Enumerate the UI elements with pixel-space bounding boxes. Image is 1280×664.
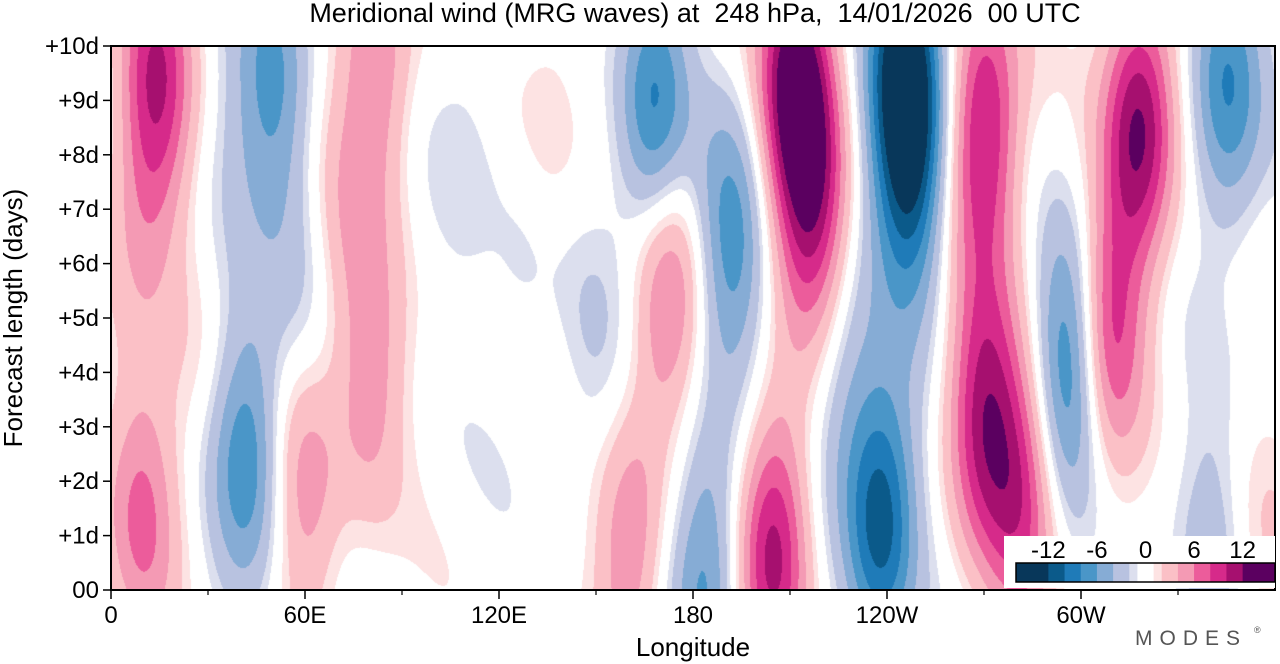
colorbar-label: 0 xyxy=(1139,537,1152,564)
y-tick-label: 00 xyxy=(72,577,99,604)
colorbar-swatch xyxy=(1226,563,1244,582)
plot-area xyxy=(111,46,1275,590)
colorbar-swatch xyxy=(1129,563,1138,582)
colorbar-swatch xyxy=(1137,563,1155,582)
colorbar-label: -6 xyxy=(1086,537,1107,564)
colorbar-swatch xyxy=(1210,563,1227,582)
x-axis-label: Longitude xyxy=(636,632,750,662)
y-tick-label: +3d xyxy=(58,414,99,441)
colorbar-swatch xyxy=(1016,563,1049,582)
x-axis: 0 60E 120E 180 120W 60W xyxy=(104,590,1179,629)
colorbar-swatch xyxy=(1048,563,1066,582)
colorbar-swatch xyxy=(1153,563,1163,582)
colorbar-label: 12 xyxy=(1229,537,1256,564)
logo-registered-mark: ® xyxy=(1254,625,1261,635)
y-tick-label: +1d xyxy=(58,523,99,550)
y-tick-label: +8d xyxy=(58,142,99,169)
colorbar-swatch xyxy=(1242,563,1276,582)
colorbar-label: 6 xyxy=(1187,537,1200,564)
colorbar-swatch xyxy=(1161,563,1179,582)
x-tick-label: 120W xyxy=(856,602,919,629)
x-tick-label: 180 xyxy=(673,602,713,629)
y-tick-label: +7d xyxy=(58,196,99,223)
y-tick-label: +9d xyxy=(58,87,99,114)
logo-text: MODES xyxy=(1135,627,1247,650)
y-tick-label: +2d xyxy=(58,468,99,495)
x-tick-label: 120E xyxy=(471,602,527,629)
chart-title: Meridional wind (MRG waves) at 248 hPa, … xyxy=(309,0,1080,28)
x-tick-label: 60W xyxy=(1056,602,1106,629)
y-tick-label: +6d xyxy=(58,251,99,278)
colorbar-label: -12 xyxy=(1031,537,1066,564)
colorbar-swatch xyxy=(1194,563,1211,582)
y-tick-label: +10d xyxy=(45,33,99,60)
x-tick-label: 0 xyxy=(104,602,117,629)
y-tick-label: +5d xyxy=(58,305,99,332)
colorbar-frame xyxy=(1015,562,1276,583)
colorbar: -12 -6 0 6 12 xyxy=(1004,536,1276,588)
colorbar-swatch xyxy=(1064,563,1082,582)
wind-field-heatmap xyxy=(111,46,1275,590)
colorbar-swatch xyxy=(1177,563,1195,582)
colorbar-swatch xyxy=(1113,563,1130,582)
x-tick-label: 60E xyxy=(284,602,327,629)
colorbar-swatch xyxy=(1096,563,1114,582)
y-axis: 00 +1d +2d +3d +4d +5d +6d +7d +8d +9d +10d xyxy=(45,33,111,604)
y-tick-label: +4d xyxy=(58,359,99,386)
y-axis-label: Forecast length (days) xyxy=(0,189,28,448)
colorbar-swatch xyxy=(1080,563,1098,582)
modes-logo: MODES ® xyxy=(1135,625,1261,650)
